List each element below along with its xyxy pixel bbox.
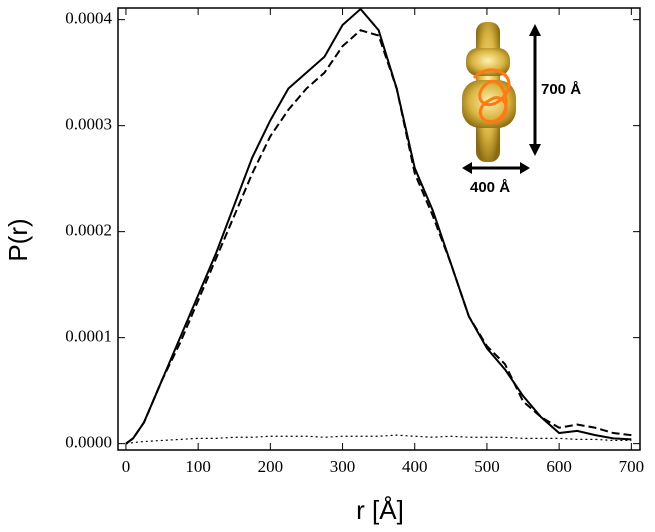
x-tick-label: 300	[330, 457, 356, 476]
line-series	[125, 7, 632, 445]
plot-frame	[117, 7, 641, 451]
x-tick-label: 0	[122, 457, 131, 476]
chain	[472, 68, 511, 124]
x-tick-label: 700	[619, 457, 645, 476]
annotation: 700 Å	[541, 81, 581, 98]
inset: 700 Å 400 Å	[462, 22, 581, 196]
line-series	[125, 29, 632, 445]
x-tick-label: 500	[474, 457, 500, 476]
x-tick-label: 200	[258, 457, 284, 476]
line-series	[125, 434, 632, 445]
x-axis-label: r [Å]	[356, 495, 404, 525]
y-axis-label: P(r)	[3, 218, 33, 261]
particle-lobe	[466, 48, 510, 76]
y-tick-label: 0.0003	[65, 115, 112, 134]
annotation: 400 Å	[470, 179, 510, 196]
x-tick-label: 400	[402, 457, 428, 476]
y-tick-label: 0.0004	[65, 9, 112, 28]
y-tick-label: 0.0000	[65, 433, 112, 452]
y-tick-label: 0.0001	[65, 327, 112, 346]
x-tick-label: 600	[546, 457, 572, 476]
x-tick-label: 100	[185, 457, 211, 476]
y-tick-label: 0.0002	[65, 221, 112, 240]
